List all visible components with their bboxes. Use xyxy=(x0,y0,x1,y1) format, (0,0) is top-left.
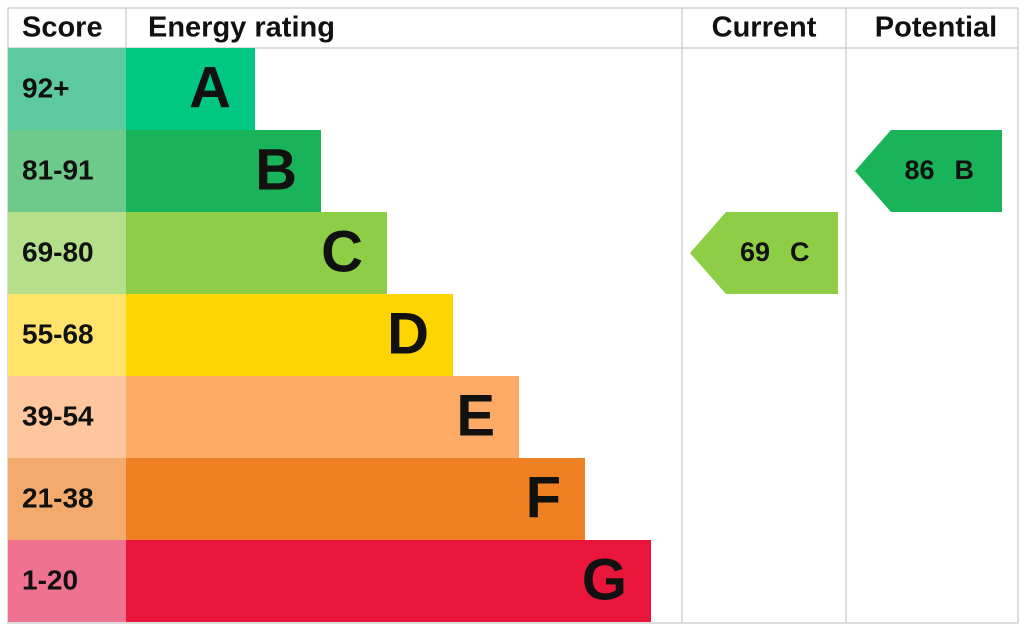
rating-letter: F xyxy=(526,465,561,530)
rating-letter: C xyxy=(321,219,363,284)
rating-letter: G xyxy=(582,547,627,612)
score-cell xyxy=(8,48,126,130)
header-energy-rating: Energy rating xyxy=(148,12,335,44)
header-current: Current xyxy=(712,12,817,44)
score-label: 21-38 xyxy=(22,482,94,513)
current-letter: C xyxy=(790,237,810,267)
rating-bar xyxy=(126,48,255,130)
score-label: 39-54 xyxy=(22,400,94,431)
rating-bar xyxy=(126,212,387,294)
header-score: Score xyxy=(22,12,103,44)
potential-arrow xyxy=(855,130,1002,212)
rating-letter: E xyxy=(456,383,495,448)
rating-letter: B xyxy=(255,137,297,202)
current-value: 69 xyxy=(740,237,770,267)
rating-bar xyxy=(126,294,453,376)
score-cell xyxy=(8,212,126,294)
score-cell xyxy=(8,294,126,376)
score-label: 81-91 xyxy=(22,154,94,185)
score-cell xyxy=(8,376,126,458)
potential-letter: B xyxy=(955,155,975,185)
score-cell xyxy=(8,130,126,212)
rating-bar xyxy=(126,376,519,458)
rating-letter: A xyxy=(189,55,231,120)
current-arrow xyxy=(690,212,838,294)
score-label: 69-80 xyxy=(22,236,94,267)
score-cell xyxy=(8,458,126,540)
rating-bar xyxy=(126,540,651,622)
potential-value: 86 xyxy=(904,155,934,185)
score-label: 55-68 xyxy=(22,318,94,349)
score-label: 1-20 xyxy=(22,564,78,595)
header-potential: Potential xyxy=(875,12,997,44)
rating-bar xyxy=(126,458,585,540)
rating-letter: D xyxy=(387,301,429,366)
rating-bar xyxy=(126,130,321,212)
score-cell xyxy=(8,540,126,622)
score-label: 92+ xyxy=(22,72,70,103)
